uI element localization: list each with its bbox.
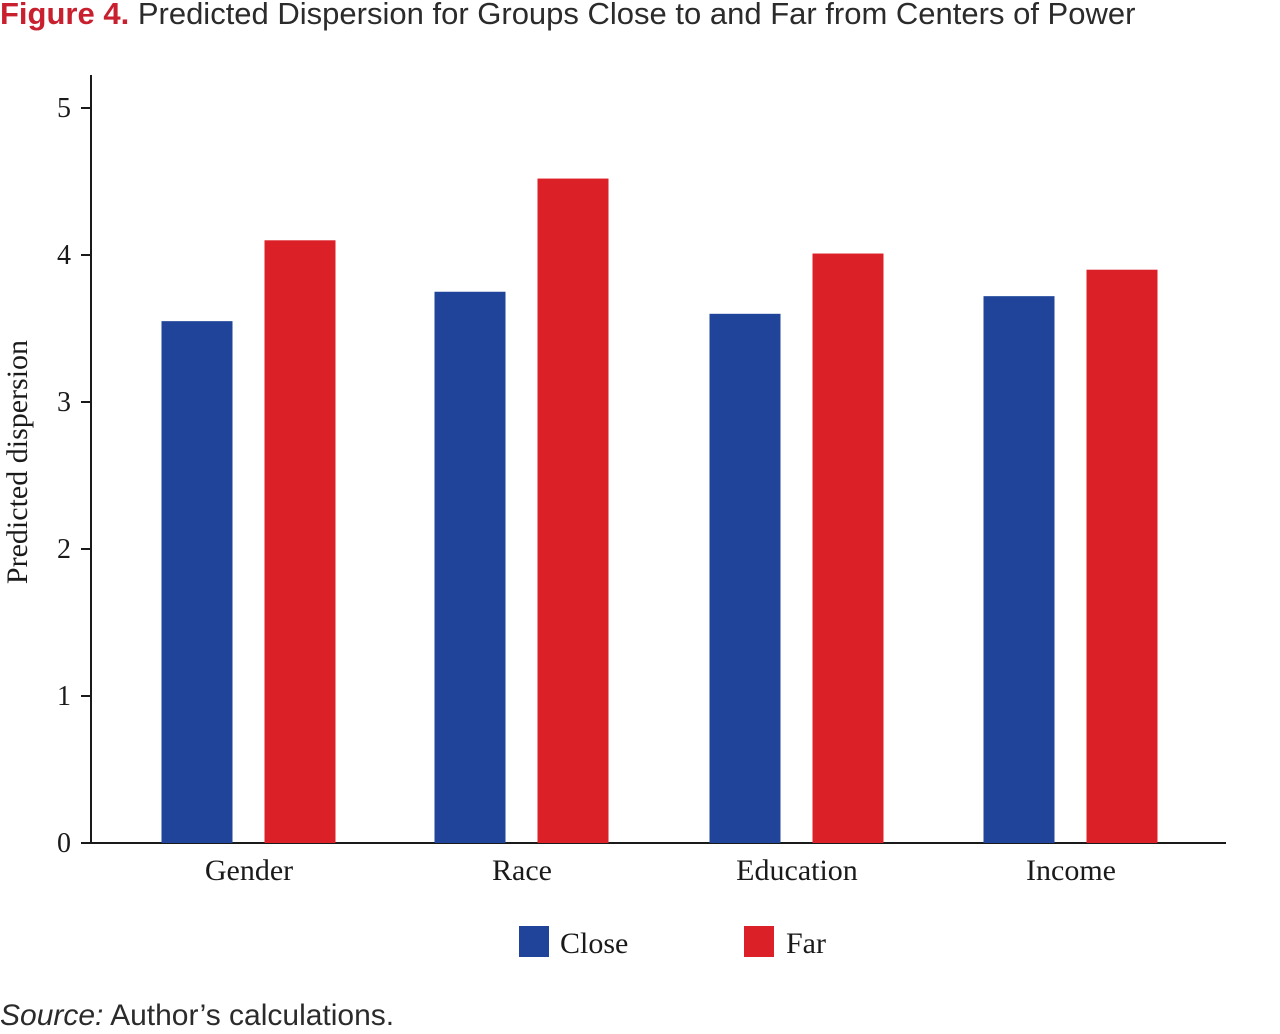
y-ticks: 0 1 2 3 4 5 — [57, 93, 91, 859]
y-tick-label: 2 — [57, 534, 71, 565]
bar-close-education — [709, 313, 781, 843]
source-text: Author’s calculations. — [110, 999, 395, 1032]
source-label: Source: — [0, 999, 104, 1032]
legend-label-close: Close — [560, 927, 628, 960]
bar-close-race — [434, 291, 506, 843]
y-tick-label: 1 — [57, 681, 71, 712]
y-axis-title: Predicted dispersion — [1, 340, 34, 584]
source-note: Source: Author’s calculations. — [0, 998, 394, 1034]
y-tick-label: 0 — [57, 828, 71, 859]
x-tick-label: Education — [736, 854, 858, 887]
bar-far-race — [537, 178, 609, 843]
x-tick-label: Income — [1026, 854, 1116, 887]
y-tick-label: 5 — [57, 93, 71, 124]
figure-label: Figure 4. — [0, 0, 130, 31]
y-tick-label: 3 — [57, 387, 71, 418]
bar-far-income — [1086, 269, 1158, 843]
bar-chart: 0 1 2 3 4 5 Gender Race Education Income Predict… — [1, 75, 1226, 960]
bars — [161, 178, 1158, 844]
legend: Close Far — [519, 926, 826, 960]
x-tick-labels: Gender Race Education Income — [205, 854, 1116, 887]
bar-far-gender — [264, 240, 336, 844]
legend-swatch-far — [744, 926, 774, 957]
bar-close-income — [983, 296, 1055, 843]
legend-swatch-close — [519, 926, 549, 957]
figure-title-text: Predicted Dispersion for Groups Close to… — [137, 0, 1136, 31]
x-tick-label: Gender — [205, 854, 293, 887]
bar-far-education — [812, 253, 884, 843]
x-tick-label: Race — [492, 854, 552, 887]
bar-close-gender — [161, 321, 233, 843]
figure-title: Figure 4. Predicted Dispersion for Group… — [0, 0, 1135, 34]
legend-label-far: Far — [786, 927, 826, 960]
y-tick-label: 4 — [57, 240, 71, 271]
